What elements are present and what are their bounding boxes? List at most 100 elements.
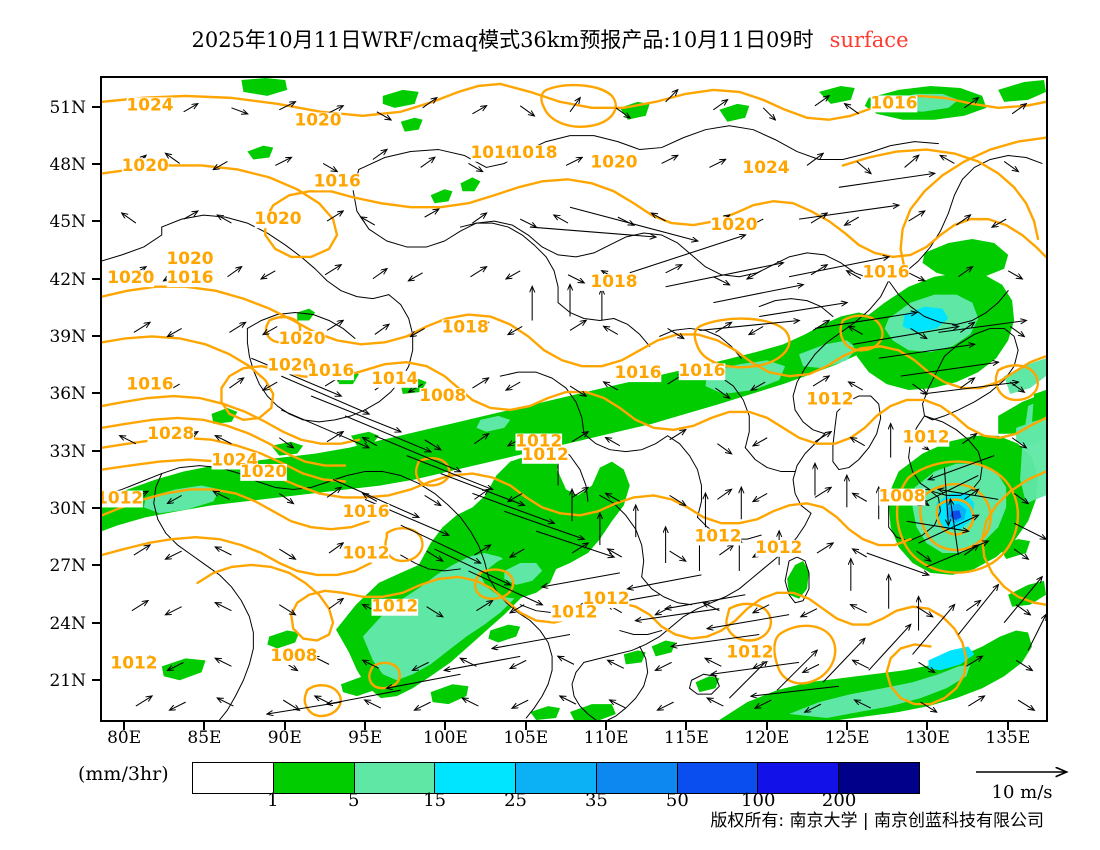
latitude-label: 36N [49, 384, 86, 405]
isobar-label: 1016 [870, 92, 917, 112]
latitude-tick [92, 220, 100, 223]
latitude-label: 30N [49, 498, 86, 519]
longitude-tick [1006, 722, 1009, 730]
isobar-label: 1020 [590, 151, 637, 171]
isobar-label-backing [110, 655, 158, 673]
longitude-label: 90E [267, 728, 302, 748]
longitude-tick [605, 722, 608, 730]
isobar-label-backing [726, 644, 774, 662]
isobar-label: 1020 [122, 155, 169, 175]
latitude-label: 21N [49, 670, 86, 691]
colorbar-cell[interactable] [677, 763, 759, 793]
latitude-label: 48N [49, 154, 86, 175]
isobar-label-backing [550, 604, 598, 622]
isobar-label: 1024 [742, 157, 789, 177]
isobar-label: 1020 [294, 110, 341, 130]
isobar-label-backing [902, 429, 950, 447]
latitude-label: 24N [49, 613, 86, 634]
longitude-label: 130E [905, 728, 950, 748]
isobar-label-backing [870, 95, 918, 113]
isobar-label-backing [470, 144, 518, 162]
latitude-tick [92, 506, 100, 509]
isobar-label-backing [126, 97, 174, 115]
isobar-label-backing [694, 528, 742, 546]
isobar-label-backing [521, 446, 569, 464]
isobar-label: 1012 [102, 487, 143, 507]
isobar-label: 1018 [590, 271, 637, 291]
isobar-label-backing [147, 425, 195, 443]
longitude-tick [846, 722, 849, 730]
longitude-tick [123, 722, 126, 730]
longitude-label: 125E [824, 728, 870, 748]
isobar-label-backing [313, 173, 361, 191]
isobar-label: 1012 [522, 444, 569, 464]
isobar-label-backing [342, 503, 390, 521]
isobar-label-backing [371, 598, 419, 616]
colorbar-cell[interactable] [516, 763, 597, 793]
isobar-label: 1008 [878, 486, 925, 506]
isobar-label: 1012 [110, 653, 157, 673]
longitude-label: 120E [744, 728, 790, 748]
longitude-tick [524, 722, 527, 730]
isobar-label: 1020 [107, 267, 154, 287]
isobar-label-backing [254, 211, 302, 229]
isobar-label-backing [121, 158, 169, 176]
isobar-label: 1008 [419, 385, 466, 405]
isobar-label: 1014 [371, 368, 418, 388]
colorbar-cell[interactable] [273, 763, 355, 793]
colorbar-cell[interactable] [193, 763, 274, 793]
isobar-label: 1012 [806, 389, 853, 409]
isobar-label-backing [742, 160, 790, 177]
isobar-label-backing [102, 490, 143, 508]
longitude-label: 85E [187, 728, 222, 748]
latitude-tick [92, 564, 100, 567]
isobar-label: 1016 [126, 374, 173, 394]
isobar-label: 1020 [278, 328, 325, 348]
isobar-label-backing [441, 319, 489, 337]
title-level-text: surface [829, 28, 909, 52]
isobar-label: 1020 [240, 461, 287, 481]
isobar-label: 1024 [126, 94, 173, 114]
wind-scale-label: 10 m/s [991, 782, 1053, 803]
longitude-label: 115E [664, 728, 709, 748]
isobar-label-backing [590, 154, 638, 172]
isobar-label: 1012 [755, 537, 802, 557]
page-title: 2025年10月11日WRF/cmaq模式36km预报产品:10月11日09时 s… [0, 24, 1100, 54]
isobar-label: 1016 [470, 142, 517, 162]
longitude-label: 105E [503, 728, 549, 748]
isobar-label-backing [419, 387, 467, 405]
latitude-label: 45N [49, 212, 86, 233]
longitude-tick [685, 722, 688, 730]
colorbar-cell[interactable] [596, 763, 678, 793]
latitude-label: 27N [49, 556, 86, 577]
colorbar-cell[interactable] [435, 763, 517, 793]
colorbar-cell[interactable] [758, 763, 840, 793]
longitude-tick [444, 722, 447, 730]
latitude-tick [92, 392, 100, 395]
latitude-tick [92, 449, 100, 452]
isobar-label-backing [294, 112, 342, 130]
isobar-label: 1018 [442, 317, 489, 337]
isobar-label: 1012 [515, 431, 562, 451]
isobar-label: 1020 [267, 355, 314, 375]
isobar-label: 1020 [166, 248, 213, 268]
isobar-label: 1012 [550, 601, 597, 621]
latitude-tick [92, 105, 100, 108]
colorbar-swatches[interactable] [192, 762, 920, 794]
isobar-label-backing [371, 370, 419, 388]
colorbar-cell[interactable] [354, 763, 436, 793]
arrow-right-icon [976, 758, 1082, 784]
isobar-label: 1016 [614, 362, 661, 382]
isobar-label-backing [166, 270, 214, 288]
isobar-label-backing [342, 545, 390, 563]
colorbar-cell[interactable] [839, 763, 920, 793]
isobar-label: 1018 [510, 142, 557, 162]
isobar-label: 1028 [147, 423, 194, 443]
isobar-label-backing [878, 488, 926, 506]
map-plot-frame[interactable]: 1024 1020 1016 1018 1020 1020 1016 1024 1016 1020… [100, 76, 1048, 722]
latitude-label: 33N [49, 441, 86, 462]
isobar-label-backing [126, 376, 174, 394]
isobar-label-backing [755, 539, 803, 557]
isobar-label: 1012 [342, 543, 389, 563]
